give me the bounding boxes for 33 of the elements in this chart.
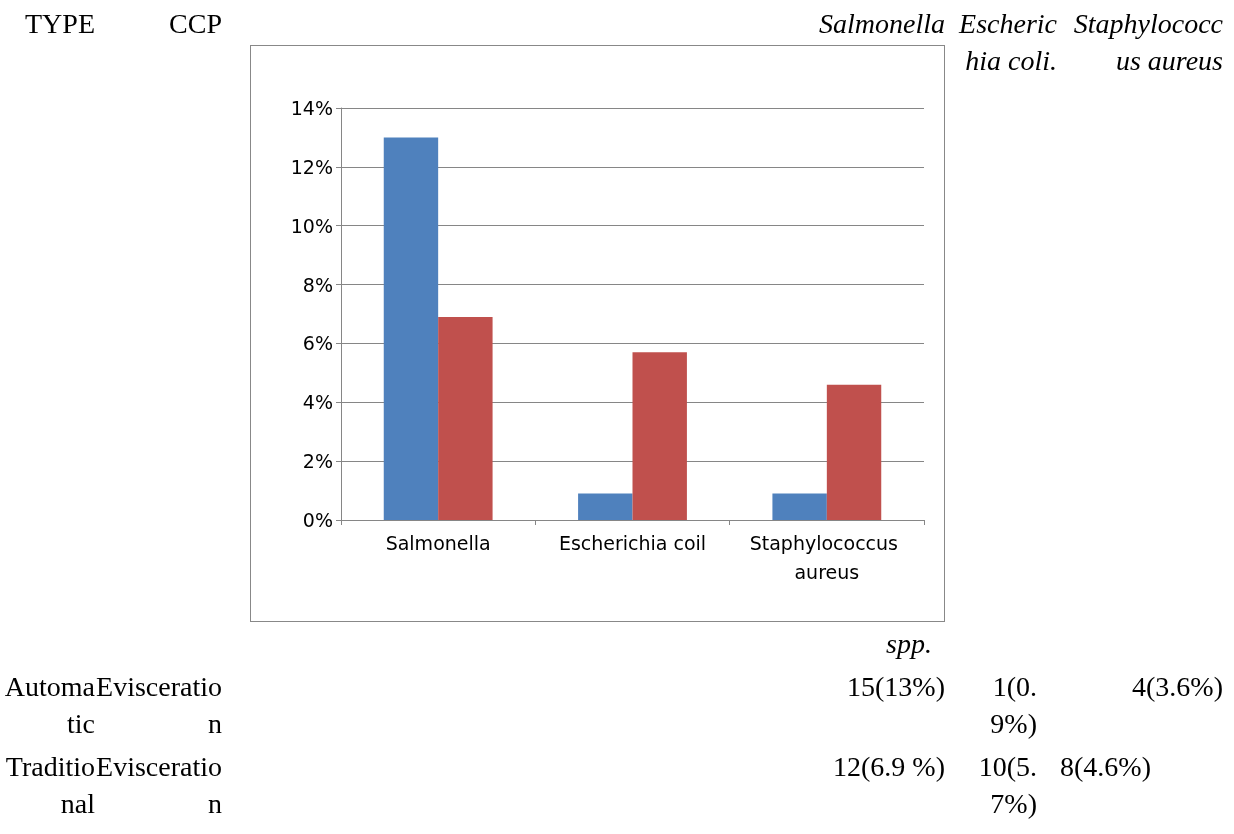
- y-tick-label: 4%: [302, 391, 333, 414]
- text: 15(13%): [846, 670, 945, 704]
- text: 4(3.6%): [1131, 670, 1223, 704]
- bar: [383, 137, 439, 520]
- text: Escherichia coli.: [957, 7, 1057, 78]
- text: 10(5.7%): [977, 750, 1037, 821]
- text: Evisceration: [95, 750, 222, 821]
- text: 12(6.9 %): [832, 750, 945, 784]
- text: Salmonella: [818, 7, 945, 41]
- bar: [826, 384, 882, 520]
- y-tick-label: 6%: [302, 332, 333, 355]
- text: 1(0.9%): [989, 670, 1037, 741]
- text: Automatic: [3, 670, 95, 741]
- text: Evisceration: [95, 670, 222, 741]
- bar: [632, 352, 687, 520]
- text: Traditional: [4, 750, 95, 821]
- text: TYPE: [24, 7, 95, 41]
- x-tick-label: Salmonella: [385, 531, 491, 554]
- x-tick-label: Escherichia coil: [558, 531, 707, 554]
- y-tick-label: 8%: [302, 273, 333, 296]
- text: spp.: [885, 627, 932, 661]
- text: CCP: [168, 7, 222, 41]
- bar: [772, 493, 827, 520]
- y-tick-label: 12%: [290, 155, 333, 178]
- y-tick-label: 2%: [302, 450, 333, 473]
- x-tick-label: Staphylococcus aureus: [749, 531, 905, 583]
- bar: [438, 316, 493, 520]
- y-tick-label: 0%: [302, 509, 333, 531]
- y-tick-label: 10%: [290, 214, 333, 237]
- y-tick-label: 14%: [290, 97, 333, 119]
- text: 8(4.6%): [1060, 750, 1152, 784]
- text: Staphylococcus aureus: [1072, 7, 1223, 78]
- bar: [578, 493, 633, 520]
